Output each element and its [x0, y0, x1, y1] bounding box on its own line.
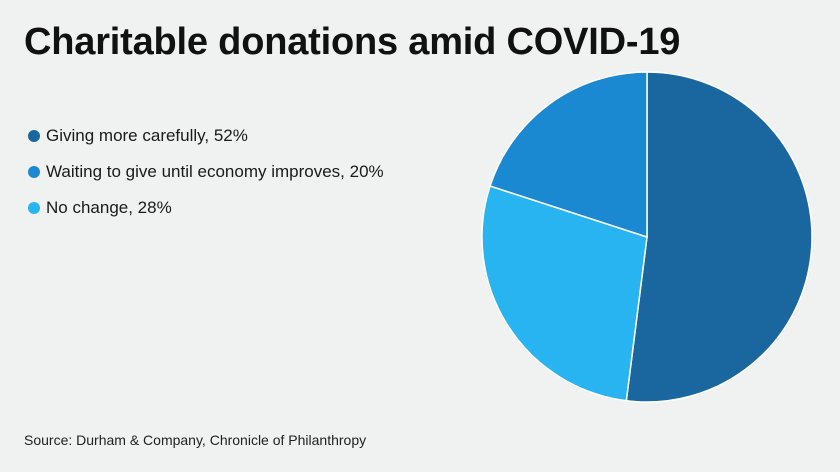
legend-label: No change, 28% — [46, 198, 172, 217]
pie-slice-waiting-to-give-until-economy-improves — [489, 71, 648, 238]
legend-label: Waiting to give until economy improves, … — [46, 162, 384, 181]
legend-label: Giving more carefully, 52% — [46, 126, 248, 145]
pie-slice-giving-more-carefully — [625, 71, 813, 403]
legend-item-giving-more-carefully: Giving more carefully, 52% — [28, 118, 384, 154]
source-note: Source: Durham & Company, Chronicle of P… — [24, 432, 367, 448]
legend-item-waiting-to-give: Waiting to give until economy improves, … — [28, 154, 384, 190]
pie-chart — [481, 71, 813, 403]
legend-swatch-no-change — [28, 202, 40, 214]
legend-item-no-change: No change, 28% — [28, 190, 384, 226]
chart-title: Charitable donations amid COVID-19 — [24, 21, 681, 63]
legend-swatch-waiting-to-give — [28, 166, 40, 178]
legend: Giving more carefully, 52% Waiting to gi… — [28, 118, 384, 226]
pie-slice-no-change — [481, 185, 648, 402]
legend-swatch-giving-more-carefully — [28, 130, 40, 142]
